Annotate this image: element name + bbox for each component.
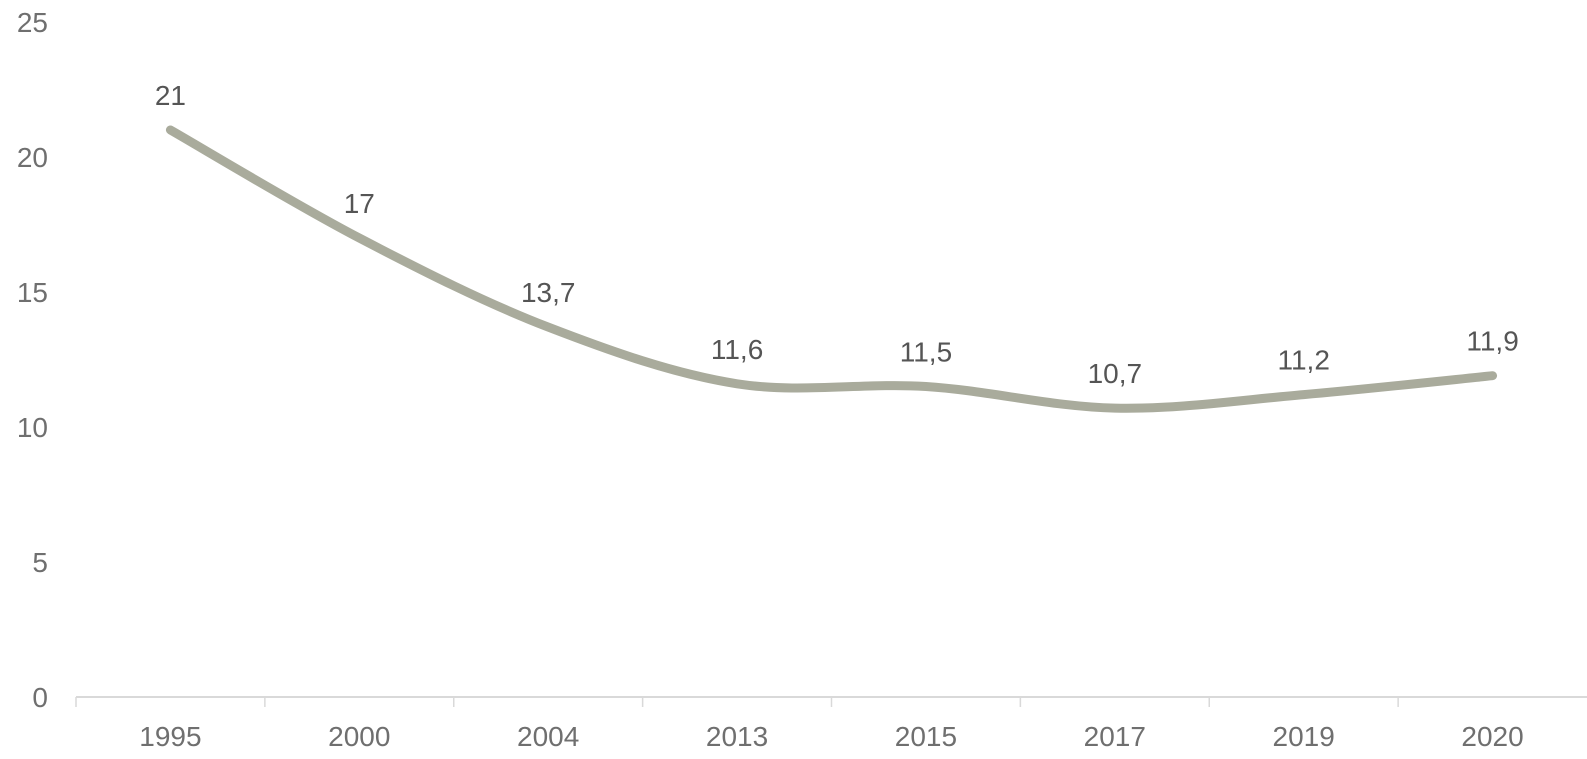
x-tick-label: 2015: [895, 721, 957, 752]
data-label: 11,2: [1277, 345, 1329, 376]
data-label: 17: [344, 188, 375, 219]
x-tick-label: 1995: [139, 721, 201, 752]
y-axis-labels: 0 5 10 15 20 25: [17, 7, 48, 713]
y-tick-label: 10: [17, 412, 48, 443]
data-label: 21: [155, 80, 186, 111]
data-label: 11,5: [900, 337, 952, 368]
series-line: [165, 125, 1498, 413]
x-tick-label: 2017: [1084, 721, 1146, 752]
y-tick-label: 0: [32, 682, 48, 713]
x-tick-label: 2000: [328, 721, 390, 752]
x-tick-label: 2020: [1461, 721, 1523, 752]
y-tick-label: 25: [17, 7, 48, 38]
x-tick-label: 2019: [1273, 721, 1335, 752]
x-axis-labels: 1995 2000 2004 2013 2015 2017 2019 2020: [139, 721, 1523, 752]
data-label: 11,9: [1466, 326, 1518, 357]
x-axis-ticks: [75, 697, 1399, 707]
data-labels: 21 17 13,7 11,6 11,5 10,7 11,2 11,9: [155, 80, 1519, 389]
y-tick-label: 20: [17, 142, 48, 173]
x-tick-label: 2004: [517, 721, 579, 752]
y-tick-label: 5: [32, 547, 48, 578]
data-label: 13,7: [521, 277, 576, 308]
data-label: 11,6: [711, 334, 763, 365]
x-tick-label: 2013: [706, 721, 768, 752]
y-tick-label: 15: [17, 277, 48, 308]
data-label: 10,7: [1088, 358, 1143, 389]
